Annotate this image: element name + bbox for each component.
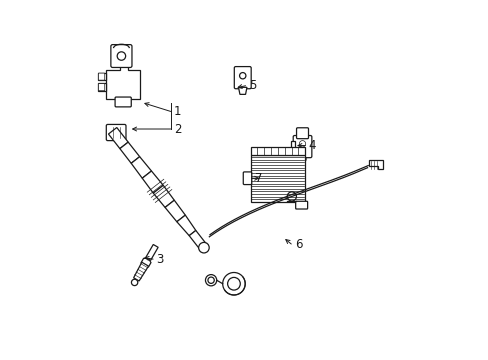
Polygon shape <box>142 171 163 193</box>
Polygon shape <box>177 215 195 236</box>
FancyBboxPatch shape <box>115 97 131 107</box>
Polygon shape <box>165 200 185 222</box>
Polygon shape <box>238 87 246 94</box>
Polygon shape <box>291 141 294 148</box>
Polygon shape <box>189 230 207 250</box>
Text: 3: 3 <box>156 253 163 266</box>
Polygon shape <box>98 73 106 81</box>
Circle shape <box>287 192 296 201</box>
Circle shape <box>117 52 125 60</box>
FancyBboxPatch shape <box>293 135 311 158</box>
Bar <box>250 147 305 154</box>
Circle shape <box>227 278 240 290</box>
Polygon shape <box>108 127 128 149</box>
Text: 1: 1 <box>174 105 182 118</box>
Text: 5: 5 <box>248 79 256 92</box>
Circle shape <box>198 242 209 253</box>
Polygon shape <box>106 65 140 99</box>
Polygon shape <box>98 83 106 91</box>
FancyBboxPatch shape <box>243 172 251 185</box>
Polygon shape <box>120 142 140 163</box>
Polygon shape <box>145 244 158 260</box>
FancyBboxPatch shape <box>295 201 307 209</box>
FancyBboxPatch shape <box>98 73 104 80</box>
Polygon shape <box>141 258 151 267</box>
Circle shape <box>222 273 244 295</box>
Circle shape <box>299 141 305 147</box>
FancyBboxPatch shape <box>234 67 251 89</box>
Bar <box>250 154 305 202</box>
FancyBboxPatch shape <box>111 45 132 67</box>
Circle shape <box>205 275 216 286</box>
Circle shape <box>131 279 138 285</box>
Text: 4: 4 <box>308 139 316 152</box>
Text: 2: 2 <box>174 122 182 135</box>
FancyBboxPatch shape <box>106 125 126 141</box>
Polygon shape <box>131 157 151 178</box>
Polygon shape <box>153 185 174 207</box>
Text: 6: 6 <box>294 238 302 251</box>
Circle shape <box>239 73 245 79</box>
FancyBboxPatch shape <box>296 128 308 139</box>
Polygon shape <box>368 160 383 170</box>
FancyBboxPatch shape <box>98 84 104 91</box>
Text: 7: 7 <box>255 172 262 185</box>
Circle shape <box>207 277 214 283</box>
Circle shape <box>298 156 305 163</box>
Polygon shape <box>133 262 148 281</box>
